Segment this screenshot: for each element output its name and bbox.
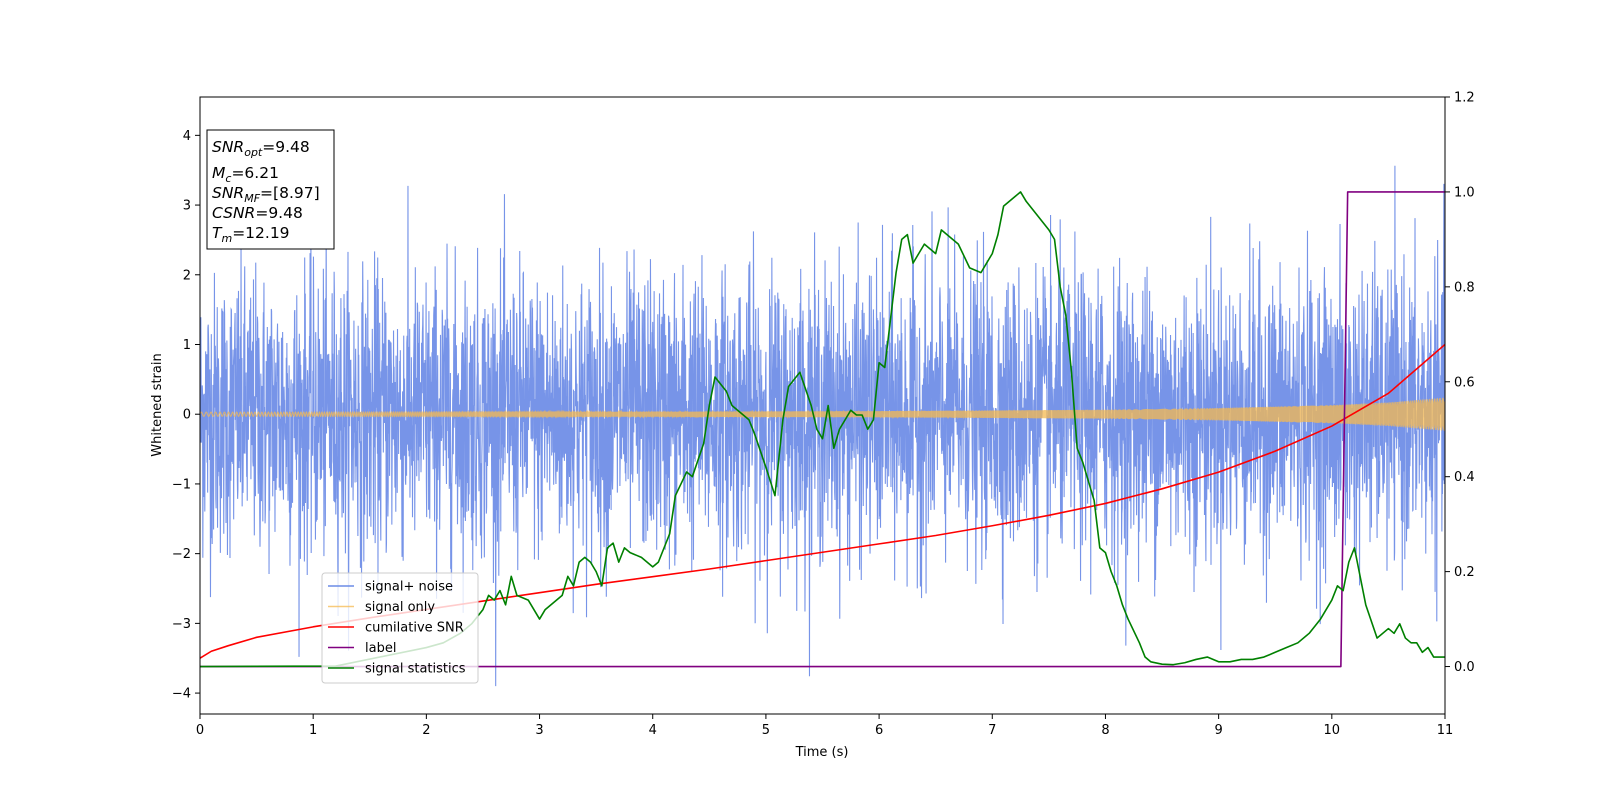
info-value: =[8.97]	[260, 184, 320, 202]
y-tick-label: 4	[183, 129, 191, 144]
y-axis-label: Whitened strain	[150, 353, 165, 456]
y-tick-label: −2	[172, 547, 191, 562]
info-sub: m	[221, 232, 232, 245]
y2-axis-ticks: 0.0 0.2 0.4 0.6 0.8 1.0 1.2	[1445, 91, 1475, 675]
x-tick-label: 4	[649, 723, 657, 738]
x-axis-label: Time (s)	[795, 745, 849, 760]
legend-entry: signal statistics	[365, 662, 466, 677]
y-tick-label: 2	[183, 268, 191, 283]
info-var: CSNR	[212, 204, 255, 222]
y2-tick-label: 1.0	[1454, 185, 1475, 200]
info-var: SNR	[212, 184, 244, 202]
x-tick-label: 3	[535, 723, 543, 738]
info-var: M	[212, 164, 225, 182]
y2-tick-label: 0.4	[1454, 470, 1475, 485]
info-value: =9.48	[255, 204, 303, 222]
info-line: CSNR=9.48	[212, 204, 303, 222]
series-cumulative-snr	[200, 343, 1445, 659]
y-tick-label: −3	[172, 617, 191, 632]
y-tick-label: −1	[172, 477, 191, 492]
info-var: T	[212, 224, 223, 242]
legend: signal+ noise signal only cumilative SNR la…	[321, 572, 479, 684]
series-label	[200, 191, 1445, 668]
info-sub: MF	[244, 192, 260, 205]
y2-tick-label: 0.6	[1454, 375, 1475, 390]
y2-tick-label: 0.2	[1454, 565, 1475, 580]
legend-entry: cumilative SNR	[365, 621, 464, 636]
legend-entry: label	[365, 641, 396, 656]
info-value: =6.21	[231, 164, 279, 182]
x-tick-label: 9	[1214, 723, 1222, 738]
info-line: Tm=12.19	[212, 224, 290, 245]
info-line: SNRMF=[8.97]	[212, 184, 320, 205]
x-tick-label: 7	[988, 723, 996, 738]
x-tick-label: 8	[1101, 723, 1109, 738]
plot-frame	[199, 96, 1446, 715]
x-tick-label: 0	[196, 723, 204, 738]
x-tick-label: 1	[309, 723, 317, 738]
y-tick-label: 1	[183, 338, 191, 353]
info-sub: opt	[244, 146, 263, 159]
x-tick-label: 2	[422, 723, 430, 738]
series-signal-only	[200, 397, 1445, 431]
info-value: =9.48	[262, 138, 310, 156]
series-layer	[200, 165, 1445, 687]
y-tick-label: −4	[172, 687, 191, 702]
info-sub: c	[225, 172, 231, 185]
info-var: SNR	[212, 138, 244, 156]
series-signal-statistics	[200, 191, 1445, 668]
y2-tick-label: 0.8	[1454, 280, 1475, 295]
info-line: Mc=6.21	[212, 164, 279, 185]
x-tick-label: 6	[875, 723, 883, 738]
legend-entry: signal+ noise	[365, 580, 453, 595]
x-axis-ticks: 0 1 2 3 4 5 6 7 8 9 10 11	[196, 714, 1453, 738]
x-tick-label: 10	[1324, 723, 1341, 738]
info-box-frame	[206, 129, 335, 250]
legend-entry: signal only	[365, 600, 435, 615]
y-tick-label: 0	[183, 408, 191, 423]
y2-tick-label: 0.0	[1454, 660, 1475, 675]
y-axis-ticks: −4 −3 −2 −1 0 1 2 3 4	[172, 129, 200, 702]
info-box: SNRopt=9.48Mc=6.21SNRMF=[8.97]CSNR=9.48T…	[206, 129, 335, 250]
y-tick-label: 3	[183, 199, 191, 214]
x-tick-label: 11	[1437, 723, 1454, 738]
legend-frame	[321, 572, 479, 684]
info-line: SNRopt=9.48	[212, 138, 310, 159]
x-tick-label: 5	[762, 723, 770, 738]
y2-tick-label: 1.2	[1454, 91, 1475, 106]
info-value: =12.19	[232, 224, 289, 242]
